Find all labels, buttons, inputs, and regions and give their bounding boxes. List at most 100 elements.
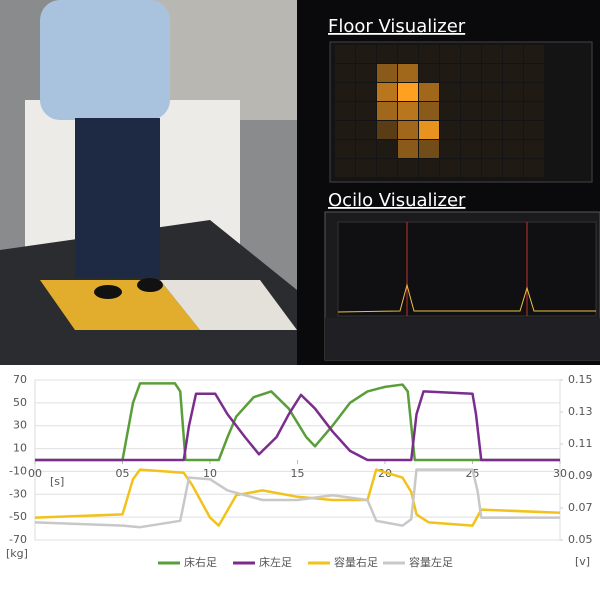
series-line <box>35 382 560 462</box>
heat-cell <box>461 121 481 139</box>
scope-title: Ocilo Visualizer <box>328 190 466 211</box>
heat-cell <box>356 159 376 177</box>
photo <box>0 0 297 365</box>
heat-cell <box>335 140 355 158</box>
heat-cell <box>461 64 481 82</box>
heat-cell <box>335 121 355 139</box>
legend-label: 床右足 <box>184 555 217 569</box>
heat-cell <box>356 64 376 82</box>
heat-cell <box>482 64 502 82</box>
heat-cell <box>377 121 397 139</box>
heat-cell <box>440 64 460 82</box>
heat-cell <box>377 45 397 63</box>
heat-cell <box>503 83 523 101</box>
heat-cell <box>377 64 397 82</box>
heat-cell <box>524 102 544 120</box>
heat-cell <box>398 83 418 101</box>
visualizer-panel: Floor Visualizer Ocilo Visualizer <box>297 0 600 365</box>
heat-cell <box>482 83 502 101</box>
heat-cell <box>419 121 439 139</box>
heat-cell <box>335 83 355 101</box>
heat-cell <box>356 83 376 101</box>
y-tick-label: 50 <box>13 396 27 409</box>
x-tick-label: 10 <box>203 467 217 480</box>
heat-cell <box>461 45 481 63</box>
heat-cell <box>524 45 544 63</box>
heat-cell <box>440 45 460 63</box>
y-tick-label: 70 <box>13 373 27 386</box>
heat-cell <box>377 140 397 158</box>
y2-tick-label: 0.11 <box>568 437 593 450</box>
y-tick-label: -10 <box>9 464 27 477</box>
heat-cell <box>335 102 355 120</box>
heat-cell <box>398 121 418 139</box>
y-tick-label: 10 <box>13 442 27 455</box>
legend-label: 容量右足 <box>334 555 378 569</box>
y2-tick-label: 0.07 <box>568 501 593 514</box>
heat-cell <box>356 140 376 158</box>
heat-cell <box>524 121 544 139</box>
y-tick-label: -50 <box>9 510 27 523</box>
heat-cell <box>419 45 439 63</box>
heat-cell <box>440 159 460 177</box>
heat-cell <box>419 64 439 82</box>
heat-cell <box>482 45 502 63</box>
heat-cell <box>377 83 397 101</box>
heat-cell <box>524 83 544 101</box>
y2-axis-label: [v] <box>575 555 590 568</box>
legend-label: 床左足 <box>259 555 292 569</box>
heat-cell <box>440 102 460 120</box>
heatmap <box>335 45 544 177</box>
heat-cell <box>503 102 523 120</box>
heat-cell <box>440 121 460 139</box>
heat-cell <box>503 140 523 158</box>
heat-cell <box>419 159 439 177</box>
heat-cell <box>377 159 397 177</box>
y2-tick-label: 0.15 <box>568 373 593 386</box>
y2-tick-label: 0.05 <box>568 533 593 546</box>
heat-cell <box>335 159 355 177</box>
series-line <box>34 468 561 527</box>
series-line <box>34 468 560 529</box>
x-tick-label: 30 <box>553 467 567 480</box>
x-tick-label: 05 <box>116 467 130 480</box>
heat-cell <box>398 140 418 158</box>
heat-cell <box>503 121 523 139</box>
x-axis-label: [s] <box>50 475 64 488</box>
y-tick-label: 30 <box>13 419 27 432</box>
x-tick-label: 00 <box>28 467 42 480</box>
heat-cell <box>482 140 502 158</box>
heat-cell <box>482 102 502 120</box>
heat-cell <box>377 102 397 120</box>
y2-tick-label: 0.09 <box>568 469 593 482</box>
heat-cell <box>356 102 376 120</box>
heat-cell <box>524 140 544 158</box>
y-tick-label: -30 <box>9 487 27 500</box>
heat-cell <box>398 45 418 63</box>
heat-cell <box>503 159 523 177</box>
heat-cell <box>356 121 376 139</box>
heat-cell <box>461 159 481 177</box>
heat-cell <box>440 140 460 158</box>
heat-cell <box>398 102 418 120</box>
heat-cell <box>524 159 544 177</box>
heat-cell <box>398 64 418 82</box>
heat-cell <box>524 64 544 82</box>
heat-cell <box>440 83 460 101</box>
heat-cell <box>356 45 376 63</box>
heat-cell <box>482 121 502 139</box>
heat-cell <box>335 45 355 63</box>
heat-cell <box>503 64 523 82</box>
x-tick-label: 15 <box>291 467 305 480</box>
heat-cell <box>503 45 523 63</box>
heat-cell <box>398 159 418 177</box>
heat-cell <box>419 102 439 120</box>
series-line <box>35 390 560 462</box>
heat-cell <box>461 83 481 101</box>
heat-cell <box>419 140 439 158</box>
heat-cell <box>482 159 502 177</box>
y-tick-label: -70 <box>9 533 27 546</box>
heat-cell <box>461 102 481 120</box>
heat-cell <box>461 140 481 158</box>
